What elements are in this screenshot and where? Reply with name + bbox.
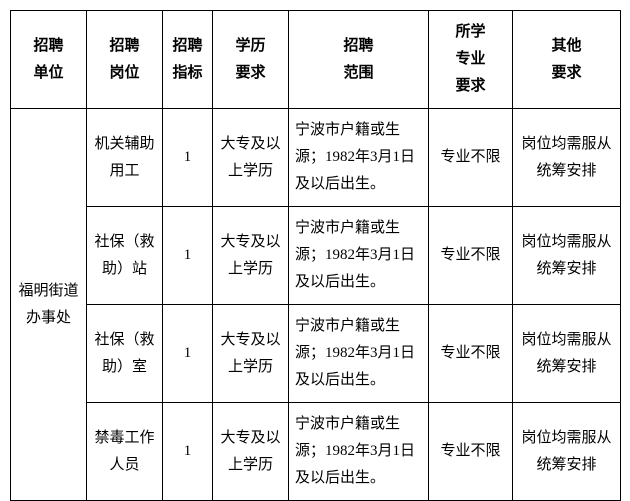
- cell-position: 社保（救助）站: [87, 207, 163, 305]
- table-row: 社保（救助）站 1 大专及以上学历 宁波市户籍或生源；1982年3月1日及以后出…: [11, 207, 621, 305]
- cell-position: 机关辅助用工: [87, 109, 163, 207]
- cell-quota: 1: [163, 109, 213, 207]
- cell-other: 岗位均需服从统筹安排: [513, 109, 621, 207]
- cell-scope: 宁波市户籍或生源；1982年3月1日及以后出生。: [289, 305, 429, 403]
- header-unit: 招聘单位: [11, 11, 87, 109]
- header-scope: 招聘范围: [289, 11, 429, 109]
- cell-scope: 宁波市户籍或生源；1982年3月1日及以后出生。: [289, 109, 429, 207]
- cell-education: 大专及以上学历: [213, 109, 289, 207]
- cell-education: 大专及以上学历: [213, 403, 289, 501]
- cell-major: 专业不限: [429, 207, 513, 305]
- cell-position: 社保（救助）室: [87, 305, 163, 403]
- cell-quota: 1: [163, 403, 213, 501]
- cell-quota: 1: [163, 305, 213, 403]
- cell-unit: 福明街道办事处: [11, 109, 87, 501]
- header-other: 其他要求: [513, 11, 621, 109]
- header-position: 招聘岗位: [87, 11, 163, 109]
- cell-major: 专业不限: [429, 305, 513, 403]
- header-quota: 招聘指标: [163, 11, 213, 109]
- cell-scope: 宁波市户籍或生源；1982年3月1日及以后出生。: [289, 207, 429, 305]
- table-row: 福明街道办事处 机关辅助用工 1 大专及以上学历 宁波市户籍或生源；1982年3…: [11, 109, 621, 207]
- cell-other: 岗位均需服从统筹安排: [513, 403, 621, 501]
- cell-major: 专业不限: [429, 403, 513, 501]
- cell-position: 禁毒工作人员: [87, 403, 163, 501]
- cell-education: 大专及以上学历: [213, 207, 289, 305]
- header-education: 学历要求: [213, 11, 289, 109]
- table-row: 社保（救助）室 1 大专及以上学历 宁波市户籍或生源；1982年3月1日及以后出…: [11, 305, 621, 403]
- cell-other: 岗位均需服从统筹安排: [513, 305, 621, 403]
- cell-other: 岗位均需服从统筹安排: [513, 207, 621, 305]
- cell-education: 大专及以上学历: [213, 305, 289, 403]
- recruitment-table: 招聘单位 招聘岗位 招聘指标 学历要求 招聘范围 所学专业要求 其他要求 福明街…: [10, 10, 621, 501]
- header-major: 所学专业要求: [429, 11, 513, 109]
- cell-scope: 宁波市户籍或生源；1982年3月1日及以后出生。: [289, 403, 429, 501]
- header-row: 招聘单位 招聘岗位 招聘指标 学历要求 招聘范围 所学专业要求 其他要求: [11, 11, 621, 109]
- table-row: 禁毒工作人员 1 大专及以上学历 宁波市户籍或生源；1982年3月1日及以后出生…: [11, 403, 621, 501]
- cell-major: 专业不限: [429, 109, 513, 207]
- cell-quota: 1: [163, 207, 213, 305]
